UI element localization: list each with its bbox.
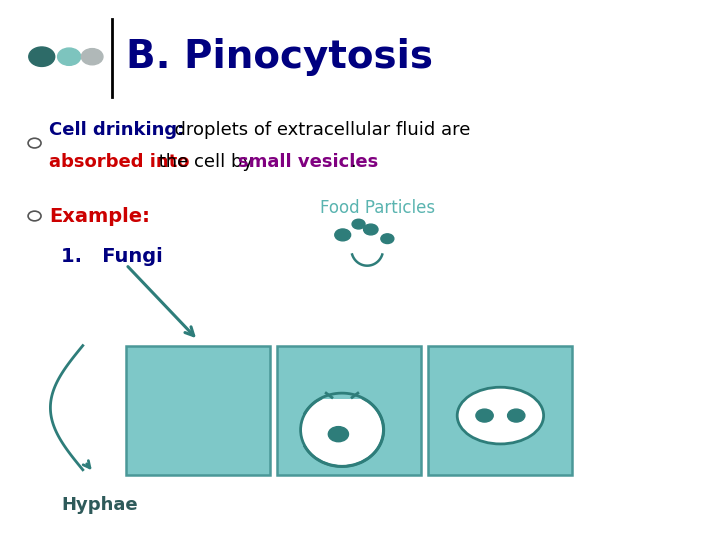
Text: small vesicles: small vesicles — [238, 153, 379, 171]
Bar — [428, 346, 572, 475]
Bar — [277, 346, 421, 475]
Text: .: . — [350, 153, 356, 171]
Text: Cell drinking:: Cell drinking: — [49, 120, 184, 139]
Circle shape — [58, 48, 81, 65]
Circle shape — [29, 47, 55, 66]
Circle shape — [381, 234, 394, 244]
Circle shape — [476, 409, 493, 422]
Ellipse shape — [301, 393, 383, 467]
Circle shape — [364, 224, 378, 235]
Circle shape — [328, 427, 348, 442]
Text: Food Particles: Food Particles — [320, 199, 436, 217]
Text: B. Pinocytosis: B. Pinocytosis — [126, 38, 433, 76]
Bar — [126, 346, 270, 475]
FancyBboxPatch shape — [300, 377, 384, 399]
Text: 1.   Fungi: 1. Fungi — [61, 247, 163, 266]
Ellipse shape — [457, 387, 544, 444]
FancyBboxPatch shape — [324, 374, 360, 396]
Circle shape — [508, 409, 525, 422]
Text: droplets of extracellular fluid are: droplets of extracellular fluid are — [163, 120, 470, 139]
Text: the cell by: the cell by — [153, 153, 259, 171]
Circle shape — [352, 219, 365, 229]
Circle shape — [81, 49, 103, 65]
Text: Hyphae: Hyphae — [61, 496, 138, 514]
Text: absorbed into: absorbed into — [49, 153, 189, 171]
Text: Example:: Example: — [49, 206, 150, 226]
Circle shape — [335, 229, 351, 241]
